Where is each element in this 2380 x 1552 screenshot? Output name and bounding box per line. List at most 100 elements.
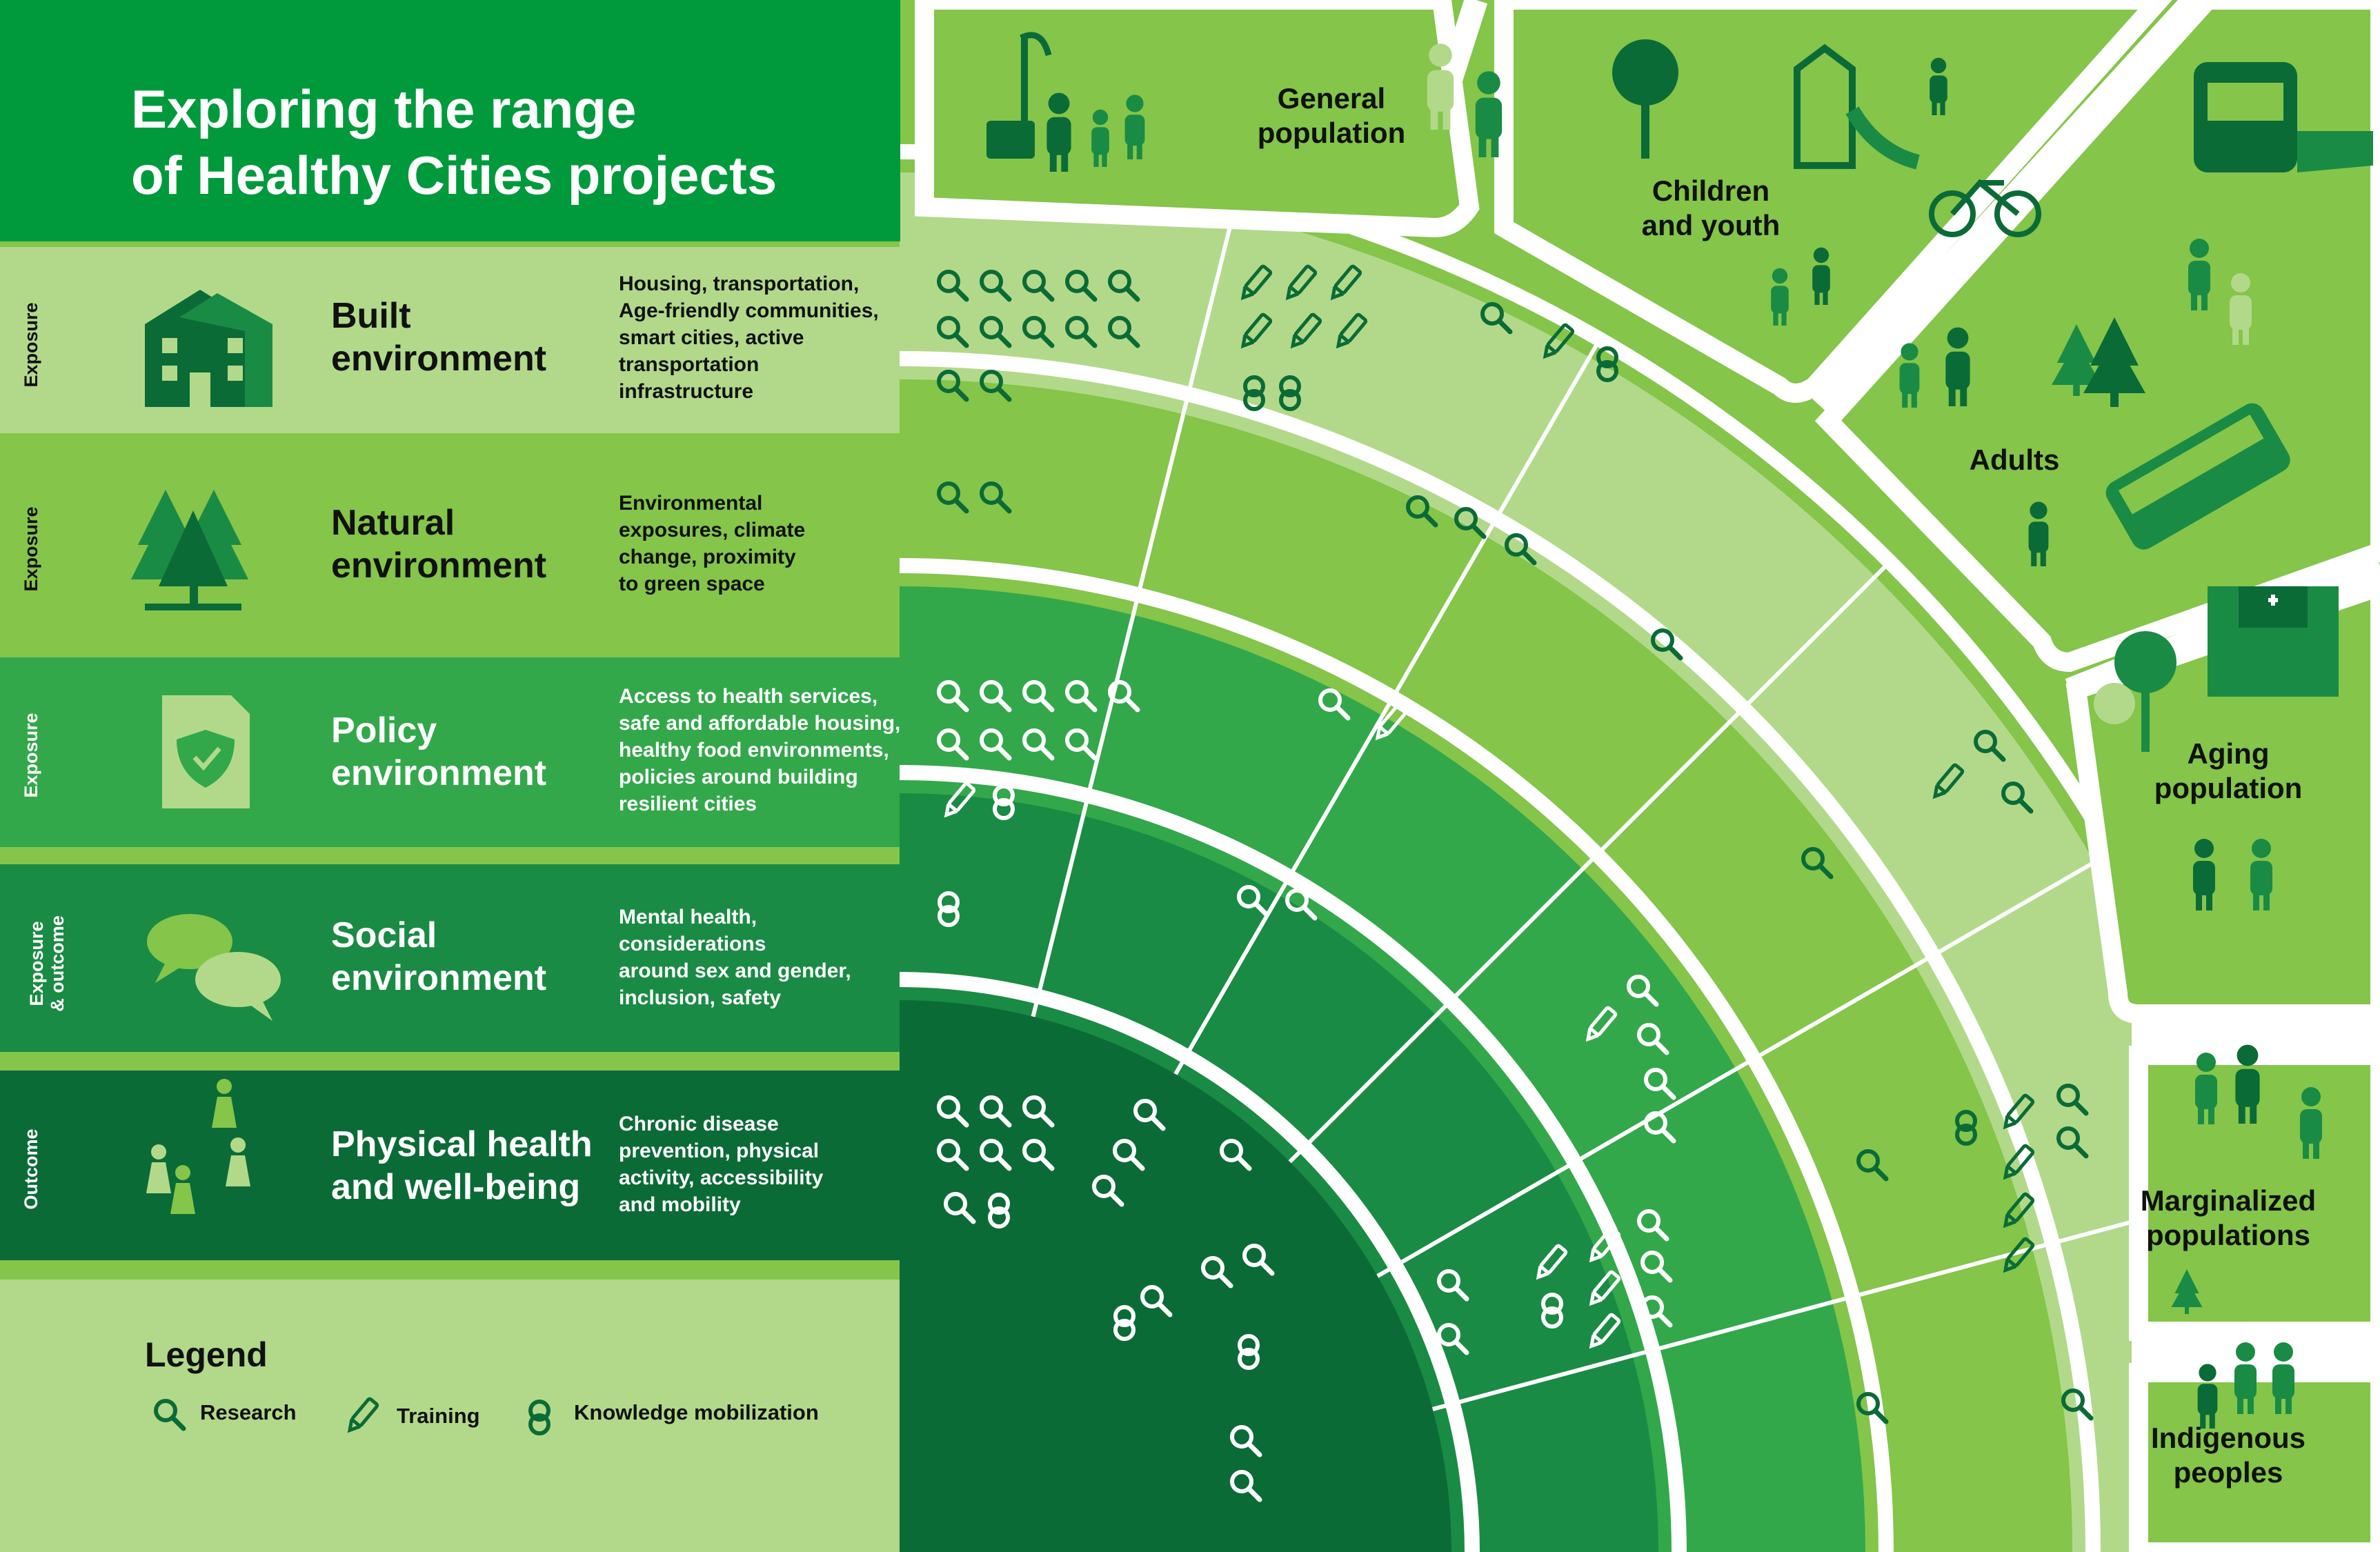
research-magnifier-icon (1406, 495, 1438, 528)
speech-bubbles-icon (147, 914, 281, 1021)
training-pencil-icon (1932, 763, 1965, 799)
research-magnifier-icon (1644, 1111, 1676, 1144)
training-pencil-icon (2003, 1237, 2035, 1273)
aging-population-icon (2193, 839, 2215, 911)
person-icon (1475, 71, 1503, 157)
research-magnifier-icon (980, 316, 1012, 348)
person-icon (2235, 1044, 2260, 1124)
research-magnifier-icon (1065, 270, 1098, 302)
research-magnifier-icon (1637, 1023, 1669, 1055)
pop-label-adults: Adults (1969, 444, 2060, 476)
knowledge-mobilization-icon (1541, 1293, 1563, 1329)
children-icon (1612, 39, 1678, 159)
research-magnifier-icon (1022, 1095, 1055, 1128)
active-people-icon (146, 1079, 250, 1214)
row-axis-social: Exposure & outcome (26, 915, 68, 1012)
person-icon (1899, 343, 1920, 408)
block-indigenous (2129, 1363, 2380, 1552)
knowledge-mobilization-icon (1243, 375, 1265, 411)
training-pencil-icon (1589, 1270, 1621, 1306)
research-magnifier-icon (1637, 1209, 1669, 1242)
research-magnifier-icon (1651, 628, 1683, 661)
training-pencil-icon (1589, 1313, 1621, 1349)
trees-icon (131, 490, 248, 610)
population-icons (986, 32, 2373, 1429)
person-icon (1945, 327, 1970, 406)
research-magnifier-icon (2061, 1389, 2094, 1421)
block-general (915, 0, 1480, 238)
training-pencil-icon (1285, 264, 1318, 301)
band-policy (0, 657, 900, 847)
person-icon (1930, 57, 1947, 115)
research-magnifier-icon (1108, 316, 1140, 348)
person-icon (2300, 1087, 2322, 1159)
research-magnifier-icon (2001, 782, 2034, 814)
pop-label-children: Children and youth (1641, 175, 1781, 241)
training-pencil-icon (2003, 1144, 2035, 1180)
legend-research-icon (154, 1399, 186, 1431)
research-magnifier-icon (1108, 680, 1140, 713)
legend-label-research: Research (200, 1400, 297, 1424)
title-line-2: of Healthy Cities projects (131, 145, 777, 206)
research-magnifier-icon (1065, 728, 1098, 761)
ring-4 (900, 1000, 1451, 1552)
legend-label-knowledge: Knowledge mobilization (574, 1400, 819, 1424)
pop-label-general: General population (1257, 82, 1406, 149)
person-icon (1771, 268, 1789, 326)
small-tree-icon (2171, 1269, 2203, 1314)
research-magnifier-icon (980, 1139, 1012, 1171)
row-desc-policy: Access to health services, safe and affor… (619, 685, 901, 815)
row-name-built: Built environment (331, 296, 547, 379)
research-magnifier-icon (1065, 316, 1098, 348)
pop-label-indigenous: Indigenous peoples (2151, 1422, 2305, 1489)
project-markers (937, 264, 2094, 1502)
training-pencil-icon (944, 782, 976, 818)
person-icon (2272, 1342, 2294, 1414)
training-pencil-icon (1240, 264, 1273, 301)
research-magnifier-icon (1856, 1149, 1889, 1182)
knowledge-mobilization-icon (1955, 1110, 1977, 1146)
research-magnifier-icon (1318, 688, 1351, 721)
training-pencil-icon (1330, 264, 1362, 301)
legend-icons (154, 1397, 551, 1435)
legend-knowledge-icon (528, 1400, 551, 1435)
legend-title: Legend (145, 1335, 268, 1374)
research-magnifier-icon (937, 270, 969, 302)
training-pencil-icon (1336, 312, 1368, 349)
person-icon (2230, 273, 2252, 345)
pop-label-marginalized: Marginalized populations (2140, 1184, 2317, 1251)
row-desc-built: Housing, transportation, Age-friendly com… (619, 272, 879, 403)
research-magnifier-icon (980, 370, 1012, 402)
pine-tree-icon (2083, 317, 2145, 407)
radial-divider-4 (1431, 1187, 2253, 1411)
indigenous-icon (2197, 1364, 2218, 1429)
research-magnifier-icon (1505, 533, 1537, 566)
row-desc-natural: Environmental exposures, climate change, p… (619, 492, 806, 595)
research-magnifier-icon (937, 1139, 969, 1171)
street-lamp-icon (986, 32, 1052, 159)
person-icon (2028, 501, 2049, 566)
research-magnifier-icon (1108, 270, 1140, 302)
research-magnifier-icon (937, 680, 969, 713)
knowledge-mobilization-icon (1279, 375, 1301, 411)
row-axis-policy: Exposure (21, 713, 41, 798)
band-physical (0, 1071, 900, 1260)
research-magnifier-icon (1856, 1392, 1889, 1424)
band-social (0, 864, 900, 1052)
research-magnifier-icon (1065, 680, 1098, 713)
research-magnifier-icon (2056, 1126, 2089, 1159)
research-magnifier-icon (1022, 1139, 1055, 1171)
research-magnifier-icon (1640, 1295, 1673, 1328)
knowledge-mobilization-icon (988, 1193, 1010, 1228)
research-magnifier-icon (1201, 1256, 1233, 1289)
research-magnifier-icon (1454, 507, 1487, 539)
radial-divider-1 (1173, 338, 1602, 1075)
research-magnifier-icon (1627, 975, 1659, 1007)
row-name-physical: Physical health and well-being (331, 1124, 593, 1207)
training-pencil-icon (1536, 1244, 1568, 1280)
training-pencil-icon (1589, 1226, 1621, 1263)
research-magnifier-icon (1801, 847, 1834, 879)
knowledge-mobilization-icon (1596, 346, 1618, 382)
training-pencil-icon (1585, 1006, 1618, 1042)
